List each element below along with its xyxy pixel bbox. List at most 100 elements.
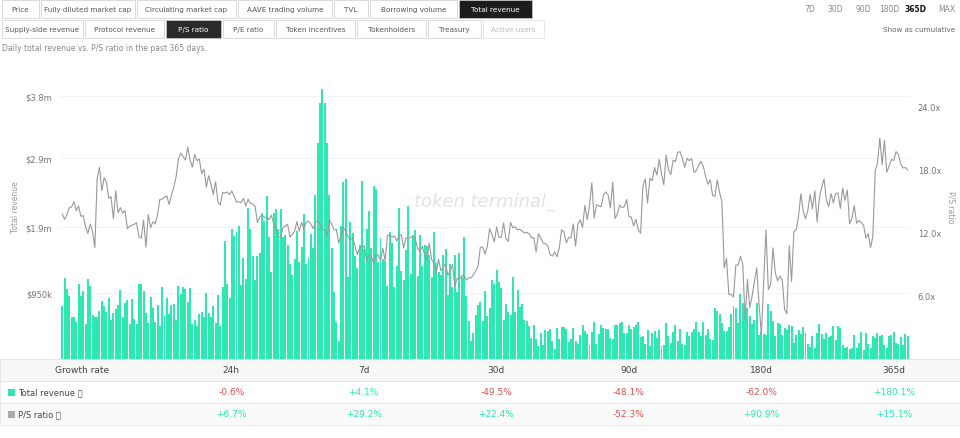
Bar: [521, 304, 523, 359]
Bar: [307, 258, 309, 359]
Bar: [540, 334, 541, 359]
Bar: [587, 334, 588, 359]
Bar: [389, 232, 391, 359]
Bar: [182, 288, 184, 359]
Bar: [140, 284, 142, 359]
Bar: [561, 327, 563, 359]
Bar: [75, 322, 77, 359]
Bar: [623, 333, 625, 359]
Bar: [73, 318, 75, 359]
Bar: [495, 270, 497, 359]
Bar: [686, 332, 688, 359]
Bar: [83, 292, 84, 359]
Bar: [115, 310, 117, 359]
Bar: [891, 336, 893, 359]
Bar: [772, 321, 774, 359]
Bar: [238, 226, 240, 359]
Bar: [212, 306, 214, 359]
Bar: [461, 277, 463, 359]
Bar: [610, 338, 612, 359]
Bar: [94, 317, 96, 359]
Bar: [644, 344, 646, 359]
Bar: [223, 21, 274, 39]
Bar: [415, 230, 417, 359]
Bar: [783, 328, 785, 359]
Bar: [279, 209, 281, 359]
Bar: [760, 332, 762, 359]
Bar: [844, 348, 846, 359]
Bar: [781, 336, 783, 359]
Bar: [675, 325, 677, 359]
Bar: [515, 312, 516, 359]
Text: 365d: 365d: [882, 366, 905, 374]
Bar: [751, 325, 753, 359]
Bar: [354, 256, 356, 359]
Bar: [570, 339, 572, 359]
Bar: [84, 325, 86, 359]
Bar: [127, 300, 129, 359]
Text: +22.4%: +22.4%: [478, 410, 515, 419]
Y-axis label: Total revenue: Total revenue: [11, 181, 20, 233]
Bar: [693, 329, 695, 359]
Bar: [284, 236, 286, 359]
Bar: [544, 330, 546, 359]
Bar: [291, 276, 293, 359]
Bar: [282, 237, 284, 359]
Bar: [398, 208, 400, 359]
Bar: [798, 331, 800, 359]
Bar: [707, 329, 708, 359]
Text: MAX: MAX: [938, 6, 955, 14]
Bar: [266, 197, 268, 359]
Bar: [435, 264, 437, 359]
Bar: [238, 1, 332, 19]
Bar: [883, 346, 885, 359]
Bar: [222, 288, 224, 359]
Bar: [626, 333, 628, 359]
Bar: [299, 263, 300, 359]
Bar: [335, 323, 337, 359]
Bar: [421, 267, 423, 359]
Text: Daily total revenue vs. P/S ratio in the past 365 days.: Daily total revenue vs. P/S ratio in the…: [2, 44, 207, 53]
Bar: [133, 319, 135, 359]
Bar: [563, 327, 564, 359]
Bar: [423, 245, 425, 359]
Bar: [672, 332, 674, 359]
Bar: [723, 332, 725, 359]
Bar: [483, 21, 544, 39]
Legend: Total revenue, P/S ratio: Total revenue, P/S ratio: [64, 406, 198, 422]
Bar: [219, 326, 221, 359]
Bar: [326, 143, 328, 359]
Bar: [775, 336, 777, 359]
Bar: [526, 321, 528, 359]
Bar: [203, 317, 205, 359]
Bar: [340, 226, 342, 359]
Bar: [732, 307, 734, 359]
Bar: [582, 325, 584, 359]
Text: 365D: 365D: [905, 6, 927, 14]
Text: 30d: 30d: [488, 366, 505, 374]
Bar: [428, 255, 430, 359]
Text: Borrowing volume: Borrowing volume: [381, 7, 446, 13]
Bar: [370, 1, 457, 19]
Bar: [96, 317, 98, 359]
Text: 7D: 7D: [804, 6, 815, 14]
Bar: [8, 410, 15, 417]
Bar: [431, 278, 433, 359]
Bar: [855, 349, 857, 359]
Bar: [472, 333, 474, 359]
Bar: [762, 335, 765, 359]
Bar: [338, 342, 340, 359]
Text: -0.6%: -0.6%: [218, 388, 245, 396]
Bar: [356, 268, 358, 359]
Bar: [590, 332, 593, 359]
Text: Treasury: Treasury: [439, 27, 469, 33]
Bar: [235, 232, 237, 359]
Bar: [343, 183, 345, 359]
Bar: [349, 222, 351, 359]
Bar: [523, 320, 525, 359]
Text: +180.1%: +180.1%: [873, 388, 915, 396]
Bar: [633, 328, 635, 359]
Bar: [505, 304, 507, 359]
Bar: [319, 104, 321, 359]
Bar: [444, 250, 446, 359]
